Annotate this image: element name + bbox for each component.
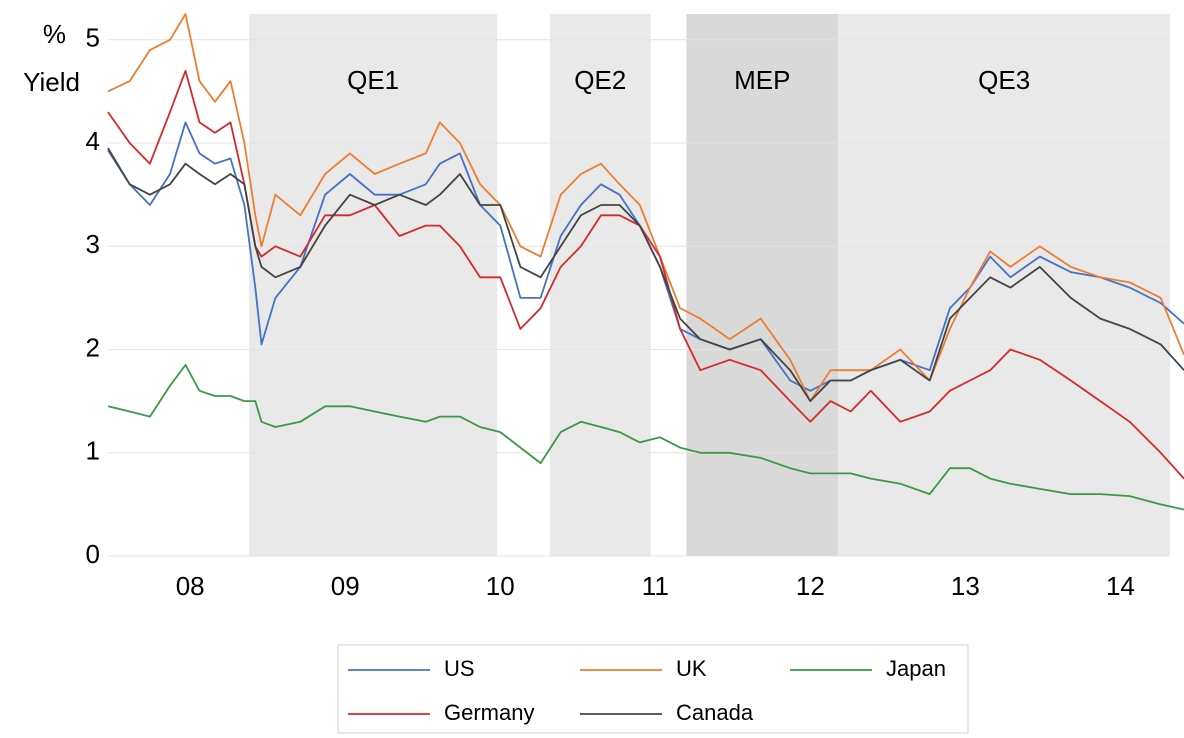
region-label: MEP: [734, 65, 790, 95]
legend: US UK Japan Germany Canada: [348, 656, 946, 725]
y-tick-label: 1: [86, 436, 100, 466]
y-axis-label: %: [43, 19, 66, 49]
lines: [107, 13, 1184, 511]
y-tick-label: 5: [86, 23, 100, 53]
legend-label: US: [444, 656, 475, 681]
grid: [108, 39, 1169, 557]
x-tick-label: 12: [796, 571, 825, 601]
series-line: [107, 121, 1184, 392]
x-tick-label: 10: [486, 571, 515, 601]
x-tick-label: 13: [951, 571, 980, 601]
region-label: QE1: [347, 65, 399, 95]
y-tick-label: 4: [86, 126, 100, 156]
x-tick-label: 09: [331, 571, 360, 601]
region-label: QE2: [574, 65, 626, 95]
y-tick-label: 3: [86, 229, 100, 259]
region: [686, 14, 839, 556]
y-tick-label: 2: [86, 332, 100, 362]
legend-label: Japan: [886, 656, 946, 681]
legend-label: Germany: [444, 700, 534, 725]
legend-box: [337, 644, 969, 734]
region: [549, 14, 651, 556]
series-line: [107, 13, 1184, 403]
region-label: QE3: [978, 65, 1030, 95]
y-tick-label: 0: [86, 539, 100, 569]
x-tick-label: 08: [176, 571, 205, 601]
series-line: [107, 364, 1184, 511]
legend-label: Canada: [676, 700, 754, 725]
region: [249, 14, 498, 556]
x-tick-label: 14: [1106, 571, 1135, 601]
x-tick-label: 11: [642, 571, 669, 601]
legend-label: UK: [676, 656, 707, 681]
regions: [249, 14, 1171, 556]
y-axis-label: Yield: [23, 67, 80, 97]
series-line: [107, 147, 1184, 403]
